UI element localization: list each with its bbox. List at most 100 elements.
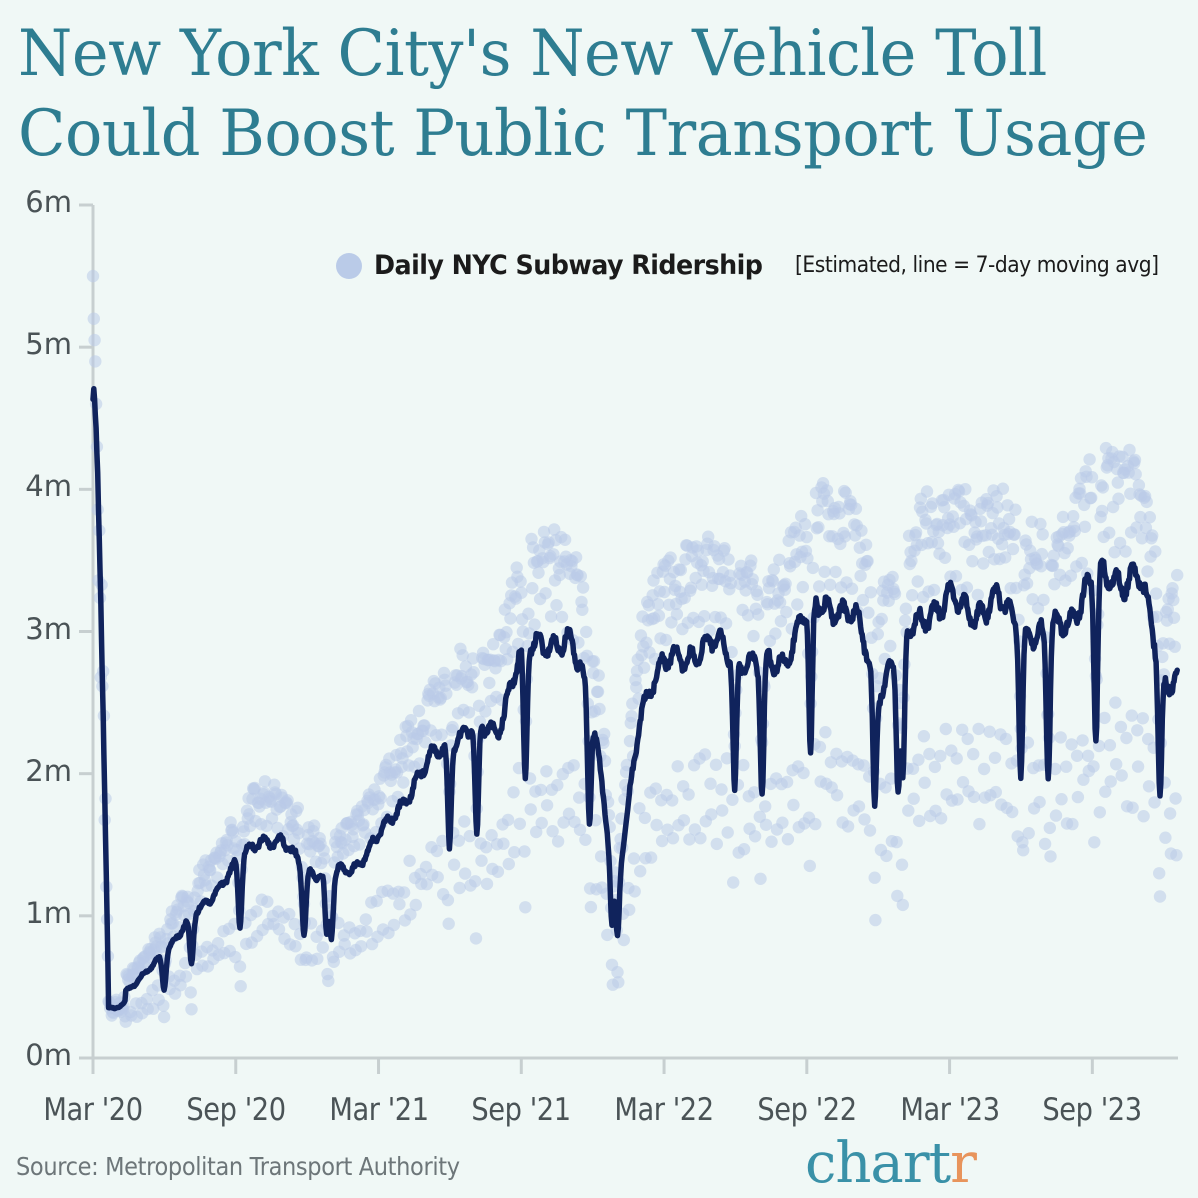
scatter-point [630, 681, 643, 694]
scatter-point [800, 530, 813, 544]
scatter-point [587, 655, 601, 668]
scatter-point [441, 893, 455, 907]
scatter-point [419, 736, 432, 749]
y-tick-label: 1m [25, 895, 72, 930]
scatter-point [594, 850, 608, 863]
scatter-point [442, 917, 455, 930]
scatter-point [1112, 492, 1125, 505]
scatter-point [508, 846, 521, 859]
scatter-point [504, 612, 517, 625]
y-tick-label: 5m [25, 327, 72, 362]
scatter-point [453, 881, 466, 895]
scatter-point [1169, 792, 1182, 805]
scatter-point [780, 605, 793, 619]
scatter-point [436, 834, 449, 848]
scatter-point [845, 582, 859, 595]
y-tick-label: 3m [25, 611, 72, 646]
moving-average-line [90, 386, 1180, 1012]
scatter-point [923, 747, 936, 761]
scatter-point [1168, 640, 1182, 653]
scatter-point [659, 633, 673, 647]
scatter-point [961, 732, 974, 746]
scatter-point [567, 759, 580, 772]
scatter-point [658, 585, 671, 599]
scatter-point [991, 501, 1004, 514]
scatter-point [927, 583, 941, 597]
scatter-point [818, 565, 831, 578]
scatter-point [809, 817, 822, 831]
scatter-point [229, 950, 242, 964]
scatter-point [972, 722, 985, 736]
legend-series-label: Daily NYC Subway Ridership [374, 250, 763, 281]
scatter-point [726, 793, 739, 806]
scatter-point [446, 720, 459, 734]
scatter-point [907, 792, 920, 805]
scatter-point [1149, 545, 1162, 558]
scatter-point [184, 986, 197, 999]
scatter-point [803, 859, 816, 873]
scatter-point [452, 834, 465, 847]
x-tick-label: Sep '22 [757, 1092, 857, 1128]
scatter-point [638, 811, 652, 825]
scatter-point [773, 553, 786, 566]
chart-title: New York City's New Vehicle Toll Could B… [18, 14, 1183, 174]
scatter-point [751, 588, 764, 601]
scatter-point [949, 569, 963, 583]
scatter-point [684, 581, 698, 594]
scatter-point [674, 563, 687, 577]
y-tick-label: 4m [25, 469, 72, 504]
scatter-point [759, 818, 773, 831]
scatter-point [1148, 796, 1161, 809]
scatter-point [480, 877, 494, 891]
scatter-point [820, 484, 834, 497]
chartr-logo-primary: chart [805, 1131, 951, 1196]
scatter-point [862, 606, 875, 619]
scatter-point [911, 575, 924, 588]
scatter-point [886, 570, 899, 584]
scatter-point [1047, 549, 1060, 562]
x-tick-label: Mar '20 [43, 1092, 143, 1128]
scatter-point [463, 829, 476, 843]
scatter-point [812, 521, 825, 534]
scatter-point [823, 578, 837, 591]
scatter-point [546, 825, 559, 838]
scatter-point [1046, 559, 1060, 572]
scatter-point [806, 561, 820, 575]
scatter-point [534, 783, 548, 797]
scatter-point [856, 593, 870, 607]
scatter-point [598, 727, 611, 741]
scatter-point [530, 825, 543, 839]
scatter-point [1055, 793, 1068, 806]
scatter-point [981, 496, 995, 510]
scatter-point [1143, 511, 1157, 524]
scatter-point [359, 913, 372, 926]
scatter-point [875, 612, 888, 626]
scatter-point [683, 833, 696, 846]
scatter-point [409, 898, 422, 912]
scatter-point [1170, 849, 1183, 862]
scatter-point [157, 999, 170, 1012]
scatter-point [544, 610, 558, 623]
scatter-point [1035, 560, 1048, 573]
scatter-point [272, 923, 286, 936]
scatter-point [1123, 443, 1136, 457]
scatter-point [752, 608, 765, 621]
scatter-point [841, 820, 855, 833]
scatter-point [576, 581, 590, 594]
scatter-point [1095, 504, 1109, 518]
scatter-point [147, 1002, 160, 1015]
scatter-point [338, 938, 351, 951]
scatter-point [573, 823, 587, 836]
scatter-point [1110, 758, 1123, 771]
scatter-point [1132, 479, 1146, 492]
scatter-point [462, 706, 476, 719]
scatter-point [811, 504, 824, 517]
scatter-point [926, 497, 939, 510]
scatter-point [553, 568, 566, 582]
scatter-point [569, 551, 583, 564]
scatter-point [551, 778, 564, 792]
scatter-point [1064, 569, 1078, 582]
scatter-point [475, 854, 488, 867]
